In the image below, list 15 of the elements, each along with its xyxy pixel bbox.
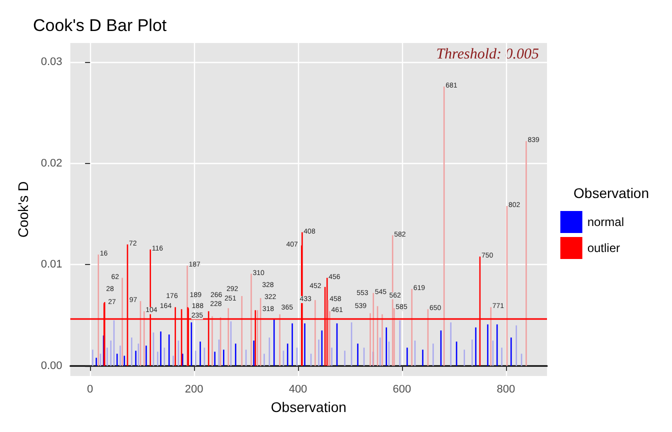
x-tick-label: 200 — [184, 384, 204, 396]
y-axis-title: Cook's D — [15, 181, 31, 238]
x-tick-label: 400 — [288, 384, 308, 396]
x-tick-label: 600 — [392, 384, 412, 396]
x-tick-label: 0 — [87, 384, 94, 396]
y-tick-label: 0.03 — [40, 56, 62, 68]
legend-title: Observation — [574, 185, 649, 201]
legend-label: normal — [587, 215, 624, 229]
chart-title: Cook's D Bar Plot — [33, 16, 167, 35]
x-tick-label: 800 — [496, 384, 516, 396]
x-axis-title: Observation — [270, 399, 346, 415]
legend-label: outlier — [587, 241, 620, 255]
y-tick-label: 0.00 — [40, 360, 62, 372]
y-tick-label: 0.02 — [40, 157, 62, 170]
y-tick-label: 0.01 — [40, 258, 62, 271]
